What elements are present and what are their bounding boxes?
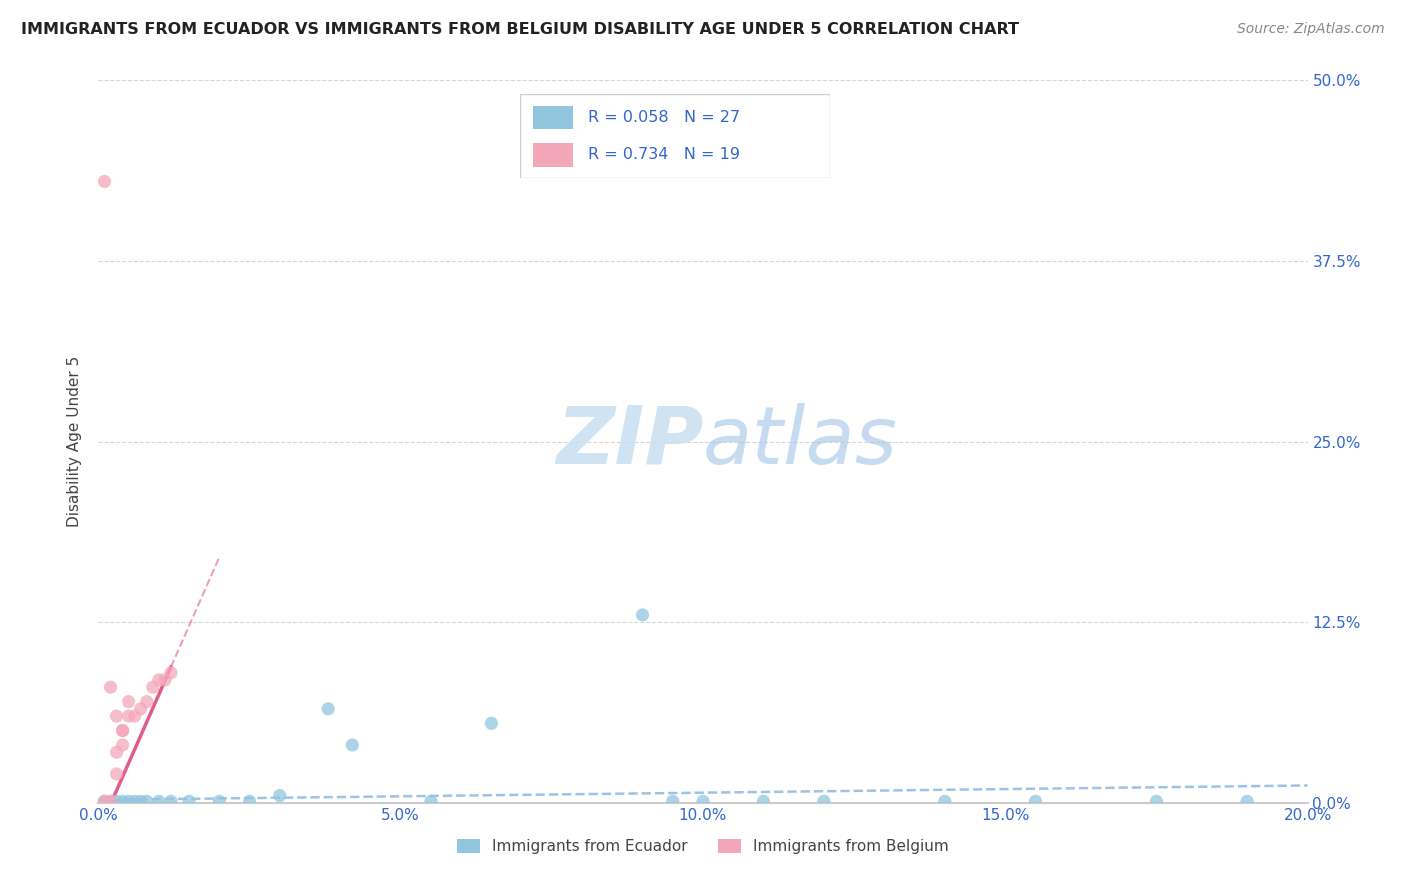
Point — [93, 794, 115, 808]
FancyBboxPatch shape — [520, 94, 830, 178]
FancyBboxPatch shape — [533, 143, 572, 167]
Point — [692, 794, 714, 808]
Point — [111, 723, 134, 738]
Point — [105, 767, 128, 781]
Point — [124, 709, 146, 723]
Text: atlas: atlas — [703, 402, 898, 481]
Text: Source: ZipAtlas.com: Source: ZipAtlas.com — [1237, 22, 1385, 37]
Point — [93, 794, 115, 808]
Point — [160, 665, 183, 680]
Point — [208, 794, 231, 808]
Point — [269, 789, 291, 803]
Point — [124, 794, 146, 808]
Point — [135, 794, 157, 808]
Point — [105, 745, 128, 759]
Point — [661, 794, 683, 808]
Y-axis label: Disability Age Under 5: Disability Age Under 5 — [67, 356, 83, 527]
Point — [105, 794, 128, 808]
Point — [153, 673, 176, 687]
Point — [813, 794, 835, 808]
Point — [1236, 794, 1258, 808]
Point — [148, 673, 170, 687]
Point — [135, 695, 157, 709]
Point — [118, 695, 141, 709]
FancyBboxPatch shape — [533, 105, 572, 129]
Point — [420, 794, 443, 808]
Point — [93, 174, 115, 188]
Point — [100, 794, 122, 808]
Point — [934, 794, 956, 808]
Point — [129, 794, 152, 808]
Point — [111, 738, 134, 752]
Point — [752, 794, 775, 808]
Point — [129, 702, 152, 716]
Text: R = 0.058   N = 27: R = 0.058 N = 27 — [588, 110, 741, 125]
Point — [111, 794, 134, 808]
Point — [1144, 794, 1167, 808]
Point — [148, 794, 170, 808]
Point — [160, 794, 183, 808]
Point — [316, 702, 339, 716]
Point — [631, 607, 654, 622]
Point — [100, 680, 122, 694]
Point — [100, 794, 122, 808]
Text: R = 0.734   N = 19: R = 0.734 N = 19 — [588, 147, 741, 162]
Point — [239, 794, 262, 808]
Legend: Immigrants from Ecuador, Immigrants from Belgium: Immigrants from Ecuador, Immigrants from… — [451, 833, 955, 860]
Point — [179, 794, 201, 808]
Point — [118, 794, 141, 808]
Point — [481, 716, 503, 731]
Point — [142, 680, 165, 694]
Point — [105, 709, 128, 723]
Text: IMMIGRANTS FROM ECUADOR VS IMMIGRANTS FROM BELGIUM DISABILITY AGE UNDER 5 CORREL: IMMIGRANTS FROM ECUADOR VS IMMIGRANTS FR… — [21, 22, 1019, 37]
Point — [111, 723, 134, 738]
Point — [118, 709, 141, 723]
Text: ZIP: ZIP — [555, 402, 703, 481]
Point — [1024, 794, 1046, 808]
Point — [342, 738, 364, 752]
